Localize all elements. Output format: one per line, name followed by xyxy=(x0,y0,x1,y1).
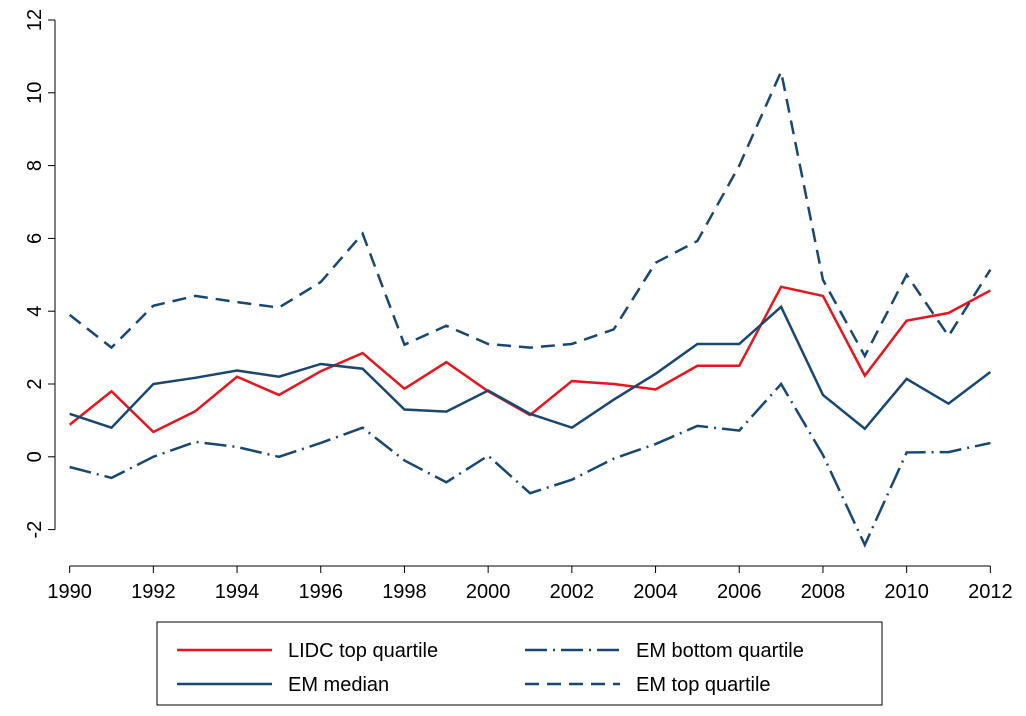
y-tick-label: 10 xyxy=(24,82,46,104)
legend-label: EM median xyxy=(288,674,389,696)
x-tick-label: 2004 xyxy=(633,581,678,603)
series-line xyxy=(69,381,991,548)
x-tick-label: 2010 xyxy=(884,581,929,603)
x-tick-label: 2002 xyxy=(550,581,595,603)
y-tick-label: 12 xyxy=(24,9,46,31)
x-tick-label: 2000 xyxy=(466,581,511,603)
y-tick-label: -2 xyxy=(24,521,46,539)
x-tick-label: 1990 xyxy=(47,581,92,603)
legend-label: LIDC top quartile xyxy=(288,640,438,662)
y-tick-label: 4 xyxy=(24,306,46,317)
series-line xyxy=(69,304,992,431)
legend-label: EM bottom quartile xyxy=(636,640,804,662)
y-tick-label: 6 xyxy=(24,233,46,244)
y-tick-label: 0 xyxy=(24,451,46,462)
series-line xyxy=(68,285,991,434)
x-tick-label: 1992 xyxy=(131,581,176,603)
x-tick-label: 1996 xyxy=(298,581,343,603)
legend-label: EM top quartile xyxy=(636,674,771,696)
x-tick-label: 2006 xyxy=(717,581,762,603)
legend-box xyxy=(156,621,883,706)
y-tick-label: 2 xyxy=(24,378,46,389)
x-tick-label: 2008 xyxy=(801,581,846,603)
series-line xyxy=(68,67,992,359)
y-tick-label: 8 xyxy=(24,160,46,171)
x-tick-label: 1998 xyxy=(382,581,427,603)
x-tick-label: 1994 xyxy=(215,581,260,603)
x-tick-label: 2012 xyxy=(968,581,1013,603)
